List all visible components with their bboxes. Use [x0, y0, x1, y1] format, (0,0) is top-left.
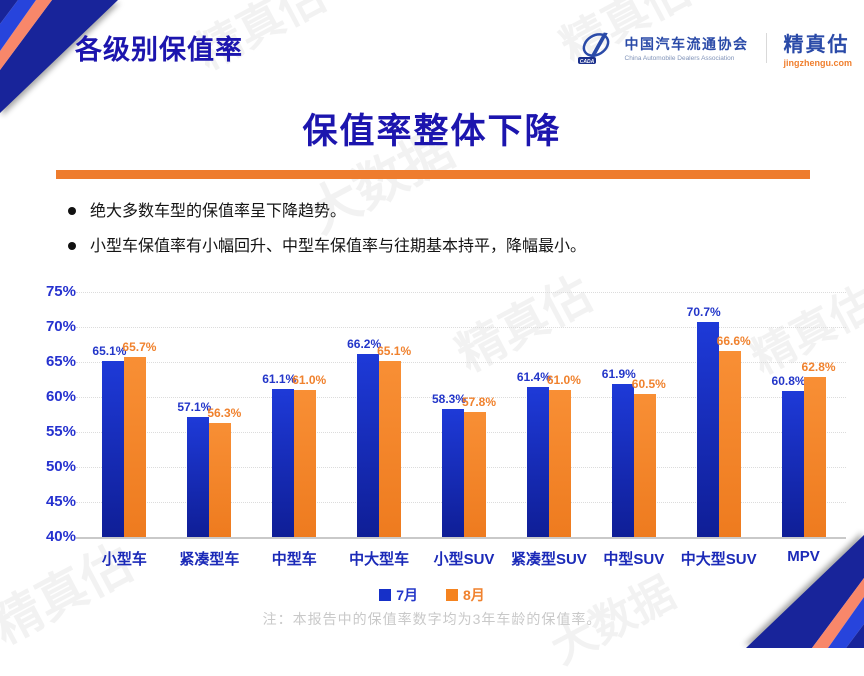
- legend-label: 7月: [396, 587, 418, 603]
- value-label: 61.4%: [516, 370, 551, 385]
- page-title: 保值率整体下降: [302, 112, 562, 151]
- svg-text:CADA: CADA: [579, 59, 594, 65]
- bar-group: 57.1% 56.3% 紧凑型车: [167, 292, 252, 568]
- value-label: 60.5%: [631, 376, 666, 391]
- bar-7月: 66.2%: [347, 337, 381, 537]
- bullet-text: 小型车保值率有小幅回升、中型车保值率与往期基本持平，降幅最小。: [90, 238, 587, 255]
- value-label: 65.7%: [122, 340, 157, 355]
- bar-group: 66.2% 65.1% 中大型车: [337, 292, 422, 568]
- x-category-label: 小型SUV: [433, 551, 495, 568]
- cada-emblem-icon: CADA: [577, 32, 609, 65]
- bar-group: 61.1% 61.0% 中型车: [252, 292, 337, 568]
- value-label: 57.8%: [461, 395, 497, 410]
- x-category-label: 小型车: [101, 551, 147, 568]
- bar-7月: 61.4%: [517, 370, 551, 537]
- gridline: [76, 362, 846, 363]
- bar-8月: 60.5%: [632, 377, 666, 537]
- value-label: 61.0%: [292, 373, 327, 387]
- bar-7月: 61.1%: [262, 372, 296, 537]
- plot-area: 65.1% 65.7% 小型车 57.1% 56.3% 紧凑型车 61.1% 61.0% 中型车…: [76, 292, 846, 568]
- bar-group: 58.3% 57.8% 小型SUV: [422, 292, 507, 568]
- bullet-dot-icon: [68, 207, 76, 215]
- value-label: 66.2%: [347, 336, 382, 351]
- title-divider: [56, 170, 810, 179]
- bar-8月: 66.6%: [717, 334, 751, 537]
- footnote: 注：本报告中的保值率数字均为3年车龄的保值率。: [262, 611, 602, 627]
- logo-divider: [765, 33, 767, 63]
- bar-8月: 57.8%: [462, 395, 496, 537]
- bar-8月: 61.0%: [547, 373, 581, 537]
- bar-7月: 57.1%: [177, 400, 211, 537]
- bar-group: 65.1% 65.7% 小型车: [82, 292, 167, 568]
- x-category-label: 紧凑型SUV: [510, 551, 587, 568]
- legend-item: 7月: [379, 585, 418, 605]
- bar-chart: 40% 45% 50% 55% 60% 65% 70% 75% 65.1% 65.7% 小型车 57…: [36, 283, 846, 592]
- value-label: 61.1%: [262, 372, 297, 387]
- y-tick-label: 70%: [45, 318, 76, 335]
- brand-site: jingzhengu.com: [783, 58, 853, 68]
- corner-decoration-top-left: [0, 0, 118, 113]
- bar-group: 60.8% 62.8% MPV: [761, 292, 846, 565]
- x-category-label: 中大型SUV: [680, 551, 757, 568]
- bar-7月: 65.1%: [92, 344, 126, 537]
- value-label: 57.1%: [177, 400, 212, 415]
- gridline: [76, 397, 846, 398]
- value-label: 61.0%: [546, 373, 581, 387]
- bullet-item: 绝大多数车型的保值率呈下降趋势。: [68, 201, 586, 222]
- bar-8月: 65.7%: [122, 340, 156, 537]
- y-tick-label: 55%: [45, 423, 76, 440]
- value-label: 61.9%: [601, 366, 636, 381]
- chart-legend: 7月 8月: [0, 585, 864, 605]
- bar-group: 61.9% 60.5% 中型SUV: [591, 292, 676, 568]
- bar-8月: 56.3%: [207, 406, 241, 537]
- bar-group: 61.4% 61.0% 紧凑型SUV: [506, 292, 591, 568]
- value-label: 66.6%: [716, 333, 751, 348]
- value-label: 65.1%: [377, 344, 412, 359]
- org-name-en: China Automobile Dealers Association: [624, 55, 735, 62]
- legend-label: 8月: [463, 587, 485, 603]
- y-tick-label: 60%: [45, 388, 76, 405]
- org-name-cn: 中国汽车流通协会: [624, 36, 749, 52]
- bullet-dot-icon: [68, 242, 76, 250]
- section-title: 各级别保值率: [75, 35, 243, 65]
- y-tick-label: 40%: [45, 528, 76, 545]
- x-category-label: 中大型车: [349, 551, 410, 568]
- legend-item: 8月: [446, 585, 485, 605]
- bullet-item: 小型车保值率有小幅回升、中型车保值率与往期基本持平，降幅最小。: [68, 236, 586, 257]
- y-tick-label: 75%: [45, 283, 76, 300]
- y-tick-label: 65%: [45, 353, 76, 370]
- gridline: [76, 327, 846, 328]
- value-label: 62.8%: [801, 360, 836, 375]
- bar-group: 70.7% 66.6% 中大型SUV: [676, 292, 761, 568]
- legend-swatch: [446, 589, 458, 601]
- bar-8月: 62.8%: [802, 360, 836, 537]
- bar-7月: 58.3%: [432, 392, 466, 537]
- corner-decoration-bottom-right: [746, 535, 864, 648]
- bar-7月: 60.8%: [772, 374, 806, 537]
- bar-8月: 61.0%: [292, 373, 326, 537]
- bullet-text: 绝大多数车型的保值率呈下降趋势。: [90, 203, 347, 220]
- bar-7月: 61.9%: [602, 367, 636, 537]
- brand-name: 精真估: [783, 34, 850, 56]
- legend-swatch: [379, 589, 392, 601]
- bar-8月: 65.1%: [377, 344, 411, 537]
- x-category-label: 中型SUV: [603, 551, 665, 568]
- value-label: 56.3%: [207, 405, 242, 420]
- y-axis: 40% 45% 50% 55% 60% 65% 70% 75%: [36, 283, 76, 545]
- logo-block: CADA 中国汽车流通协会 China Automobile Dealers A…: [574, 28, 853, 68]
- gridline: [76, 537, 846, 539]
- x-category-label: 紧凑型车: [179, 551, 240, 568]
- value-label: 65.1%: [92, 344, 127, 359]
- bullet-list: 绝大多数车型的保值率呈下降趋势。 小型车保值率有小幅回升、中型车保值率与往期基本…: [68, 201, 586, 271]
- x-category-label: 中型车: [271, 551, 317, 568]
- bar-7月: 70.7%: [687, 305, 721, 537]
- x-category-label: MPV: [787, 548, 820, 565]
- value-label: 58.3%: [431, 391, 467, 406]
- y-tick-label: 50%: [45, 458, 76, 475]
- value-label: 70.7%: [686, 305, 721, 320]
- value-label: 60.8%: [771, 374, 806, 389]
- y-tick-label: 45%: [45, 493, 76, 510]
- gridline: [76, 292, 846, 293]
